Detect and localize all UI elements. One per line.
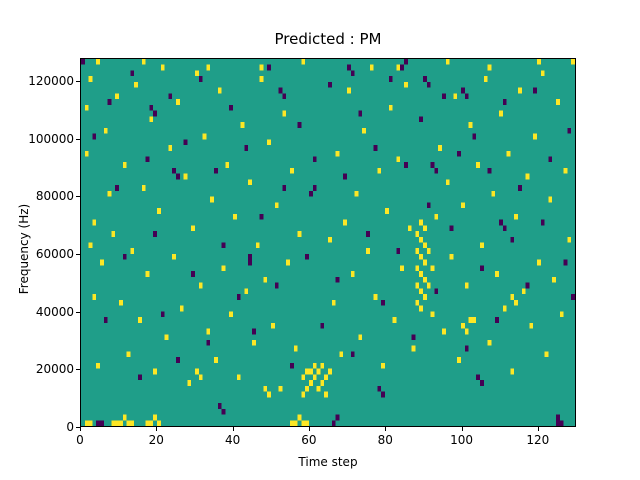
y-tick-label: 40000 (35, 304, 74, 319)
x-tick-label: 120 (526, 433, 550, 447)
x-tick-mark (232, 427, 234, 431)
y-tick-mark (76, 254, 80, 256)
x-tick-mark (80, 427, 81, 431)
y-tick-label: 100000 (28, 131, 74, 146)
x-axis-tick-marks (80, 427, 576, 431)
y-axis-tick-marks (76, 58, 80, 428)
y-tick-mark (76, 196, 80, 198)
x-tick-mark (461, 427, 463, 431)
x-tick-label: 0 (76, 433, 84, 447)
x-tick-mark (308, 427, 310, 431)
y-tick-mark (76, 81, 80, 83)
x-tick-label: 80 (377, 433, 393, 447)
x-tick-label: 20 (148, 433, 164, 447)
x-tick-label: 60 (301, 433, 317, 447)
y-tick-label: 60000 (35, 247, 74, 262)
x-tick-label: 40 (224, 433, 241, 447)
x-tick-mark (537, 427, 539, 431)
chart-title: Predicted : PM (274, 30, 382, 48)
heatmap-plot-area (80, 58, 576, 427)
y-tick-mark (76, 369, 80, 371)
x-tick-label: 100 (450, 433, 473, 447)
y-tick-label: 0 (66, 420, 74, 434)
heatmap-image (81, 59, 575, 426)
y-tick-label: 20000 (35, 362, 74, 377)
x-axis-tick-labels: 0 20 40 60 80 100 120 (76, 433, 576, 449)
y-tick-label: 120000 (28, 74, 74, 89)
y-tick-mark (76, 311, 80, 313)
y-axis-label: Frequency (Hz) (17, 203, 31, 295)
y-tick-mark (76, 427, 80, 428)
y-axis-tick-labels: 0 20000 40000 60000 80000 100000 120000 (0, 58, 74, 434)
y-tick-mark (76, 138, 80, 140)
y-tick-label: 80000 (35, 189, 74, 204)
x-axis-label: Time step (298, 455, 358, 469)
x-tick-mark (385, 427, 387, 431)
x-tick-mark (156, 427, 158, 431)
